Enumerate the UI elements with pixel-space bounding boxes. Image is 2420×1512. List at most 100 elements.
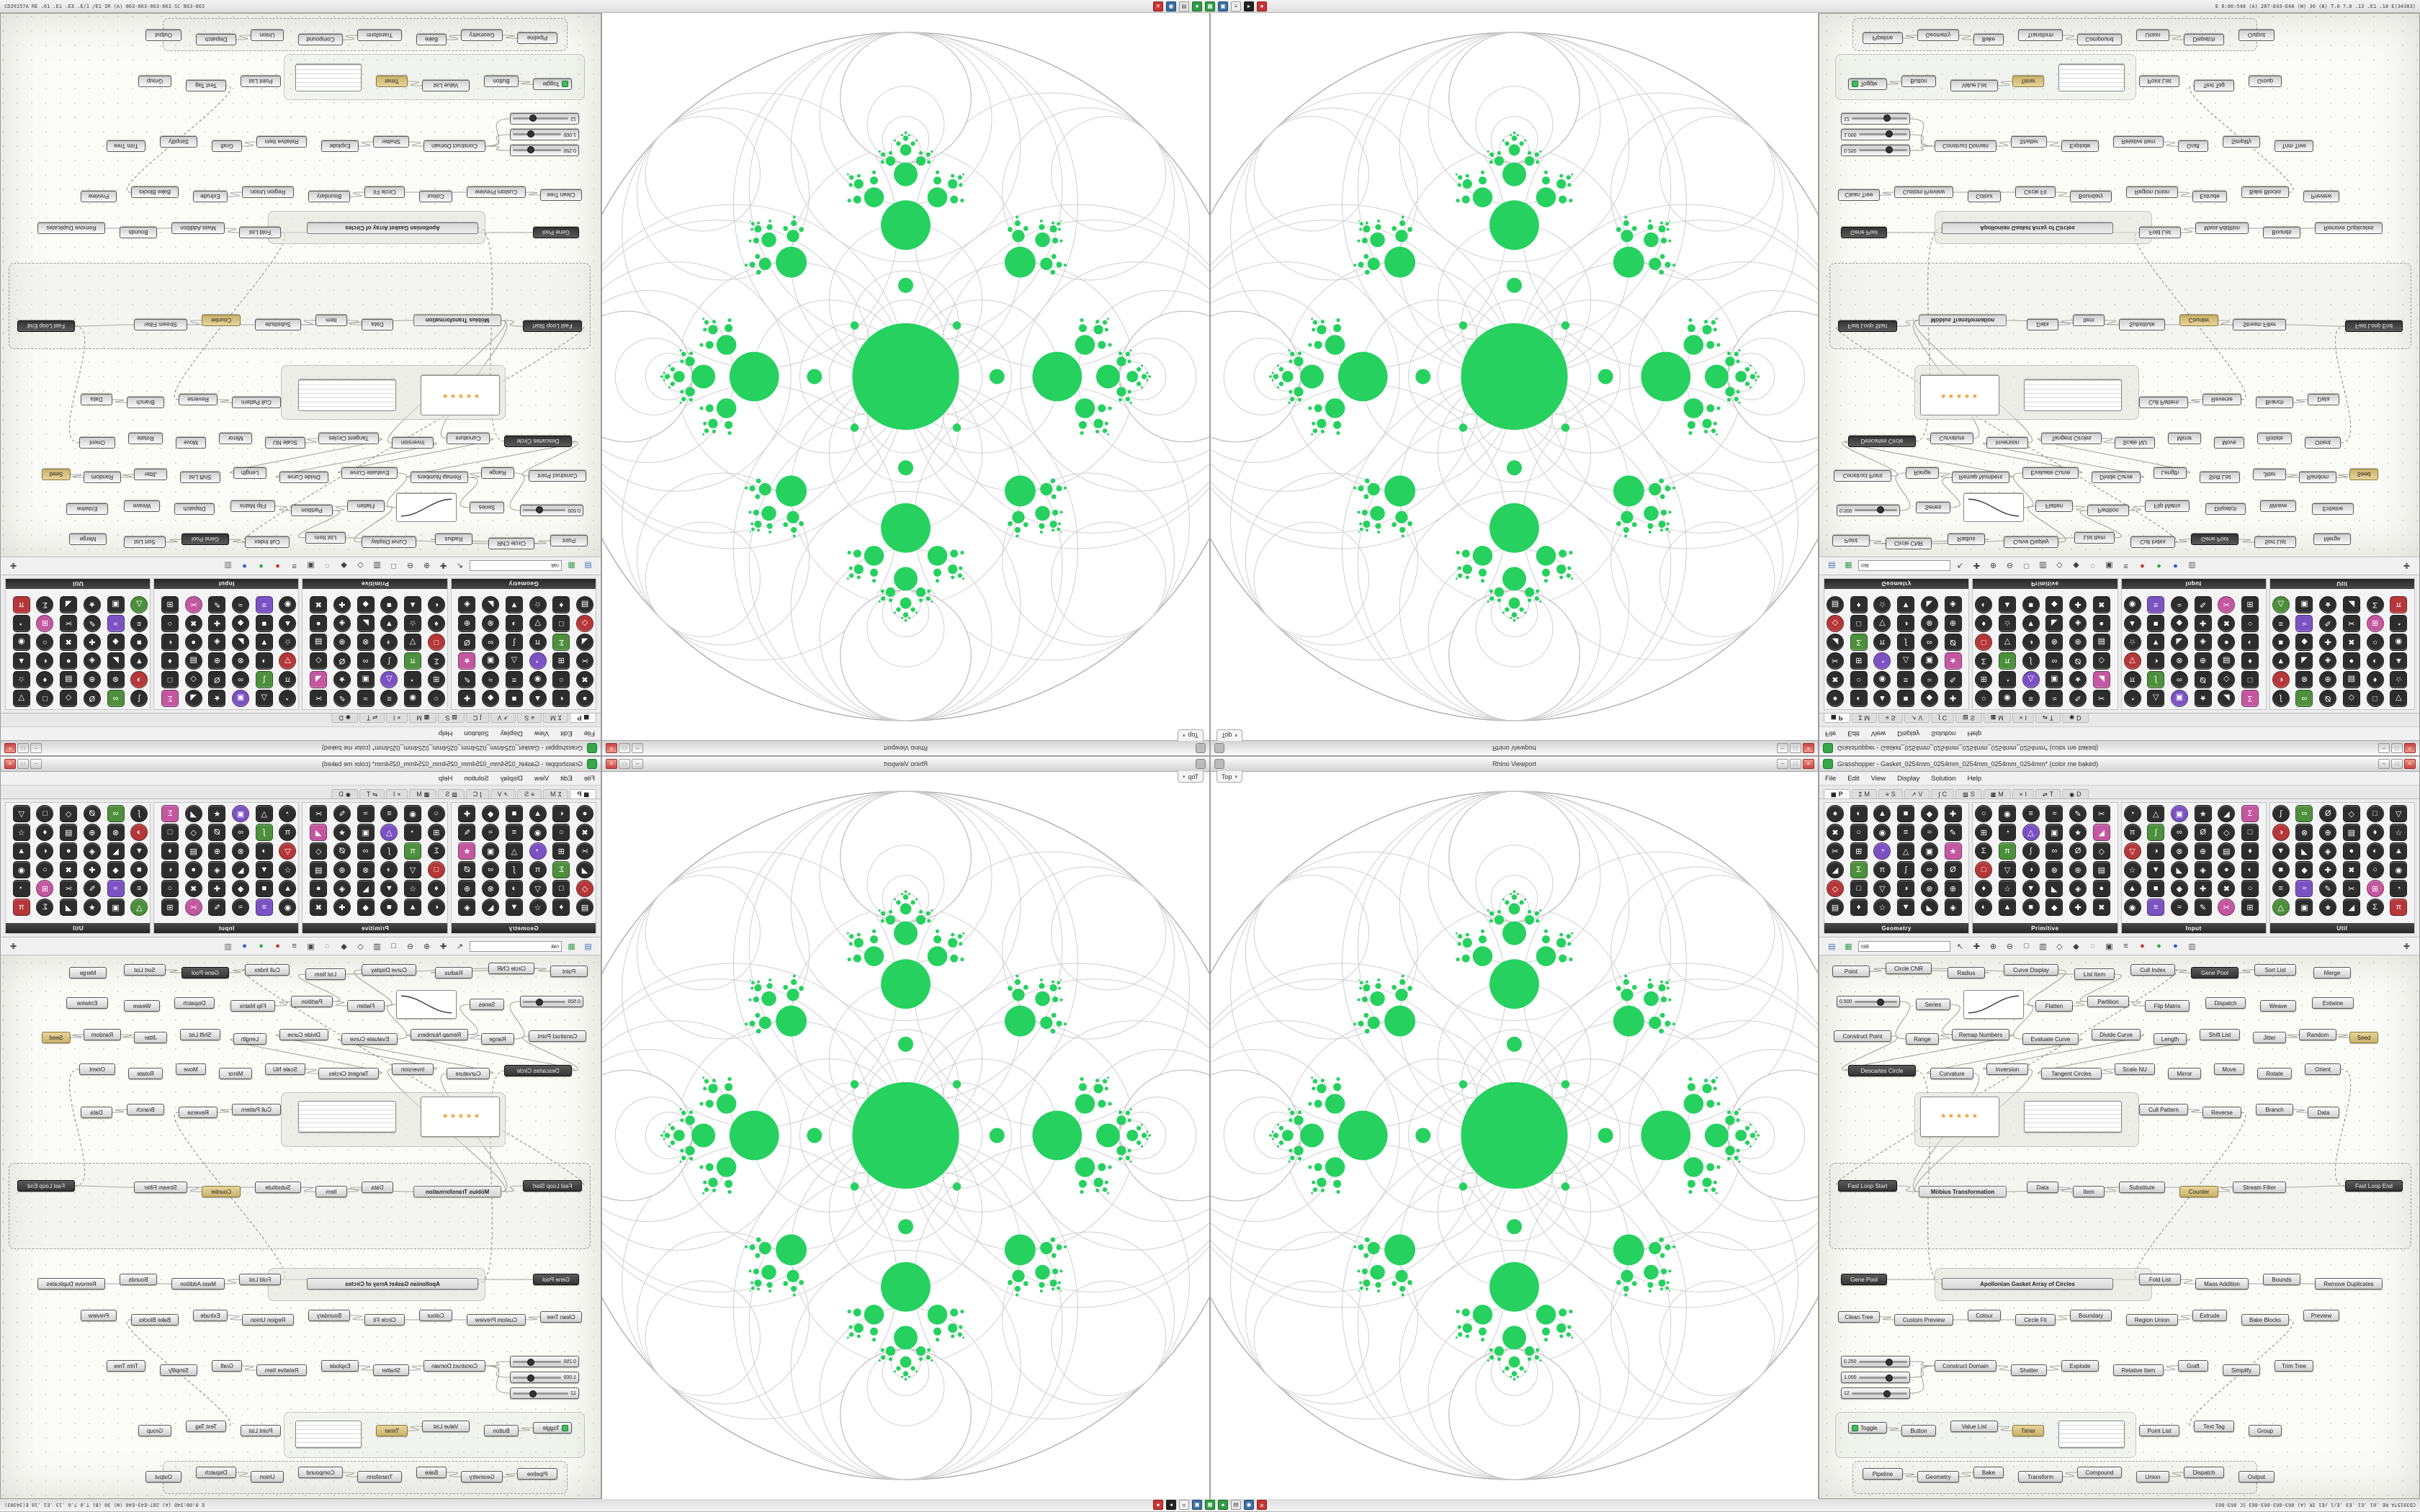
- component-icon[interactable]: ≡: [380, 690, 398, 707]
- named-views-icon[interactable]: ▥: [2039, 561, 2047, 570]
- gh-node-construct-point[interactable]: Construct Point: [529, 470, 586, 482]
- gh-node-evaluate-curve[interactable]: Evaluate Curve: [341, 1033, 398, 1045]
- gh-node-group[interactable]: Group: [2249, 1425, 2282, 1436]
- gh-node-descartes-circle[interactable]: Descartes Circle: [504, 436, 572, 447]
- component-icon[interactable]: ◣: [1920, 899, 1938, 916]
- gh-node-partition[interactable]: Partition: [291, 996, 333, 1007]
- component-icon[interactable]: π: [12, 899, 30, 916]
- panel-manager-icon[interactable]: ▣: [1218, 1, 1228, 12]
- component-icon[interactable]: ◈: [458, 899, 476, 916]
- component-icon[interactable]: ◈: [2319, 842, 2337, 860]
- close-button[interactable]: ×: [4, 743, 16, 753]
- gh-node-flatten[interactable]: Flatten: [347, 500, 385, 512]
- gh-node-dispatch[interactable]: Dispatch: [196, 34, 236, 45]
- gh-node-inversion[interactable]: Inversion: [1986, 437, 2028, 449]
- gh-node-gene-pool[interactable]: Gene Pool: [182, 534, 229, 545]
- component-icon[interactable]: ✖: [184, 880, 202, 897]
- component-icon[interactable]: ∞: [107, 690, 125, 707]
- component-icon[interactable]: ≈: [1920, 671, 1938, 688]
- gh-node-pipeline[interactable]: Pipeline: [1863, 32, 1903, 44]
- green-channel-icon[interactable]: ●: [259, 562, 264, 570]
- gh-node-explode[interactable]: Explode: [2061, 140, 2099, 152]
- component-icon[interactable]: π: [12, 596, 30, 613]
- terminal-icon[interactable]: ▸: [1166, 1500, 1176, 1511]
- component-icon[interactable]: ▣: [232, 805, 250, 822]
- component-icon[interactable]: ✂: [2092, 690, 2110, 707]
- menu-edit[interactable]: Edit: [560, 774, 573, 783]
- gh-node-trim-tree[interactable]: Trim Tree: [107, 140, 145, 152]
- component-icon[interactable]: ✂: [576, 842, 593, 860]
- named-views-icon[interactable]: ▥: [2039, 942, 2047, 951]
- component-icon[interactable]: ▽: [1998, 861, 2016, 878]
- component-icon[interactable]: ⊞: [2241, 596, 2259, 613]
- component-icon[interactable]: ◉: [1873, 824, 1891, 841]
- slider-knob[interactable]: [529, 1390, 537, 1398]
- component-icon[interactable]: ≈: [2295, 615, 2313, 632]
- gh-node-bounds[interactable]: Bounds: [120, 1274, 157, 1285]
- component-icon[interactable]: ▼: [380, 880, 398, 897]
- component-icon[interactable]: ✖: [60, 861, 78, 878]
- component-icon[interactable]: ★: [208, 805, 226, 822]
- component-icon[interactable]: ○: [427, 805, 445, 822]
- gh-node-sort-list[interactable]: Sort List: [2254, 964, 2296, 976]
- gh-node-text-tag[interactable]: Text Tag: [186, 80, 226, 91]
- component-icon[interactable]: ■: [130, 861, 148, 878]
- component-icon[interactable]: ≡: [505, 671, 523, 688]
- component-icon[interactable]: ●: [2218, 634, 2236, 651]
- component-icon[interactable]: △: [2272, 596, 2290, 613]
- component-icon[interactable]: ▤: [2342, 824, 2360, 841]
- gh-node-jitter[interactable]: Jitter: [2253, 1032, 2286, 1043]
- gh-node-flatten[interactable]: Flatten: [2035, 500, 2073, 512]
- component-icon[interactable]: ▣: [357, 671, 375, 688]
- group-icon[interactable]: ▣: [2105, 942, 2113, 951]
- gh-node-gene-pool[interactable]: Gene Pool: [1841, 227, 1887, 238]
- canvas-search-input[interactable]: [1858, 560, 1950, 572]
- component-icon[interactable]: ≡: [2147, 596, 2165, 613]
- tab-mesh[interactable]: ▩ M: [409, 789, 437, 798]
- component-icon[interactable]: □: [1850, 615, 1868, 632]
- component-icon[interactable]: ◢: [1827, 634, 1844, 651]
- component-icon[interactable]: △: [505, 842, 523, 860]
- gh-node-bake-blocks[interactable]: Bake Blocks: [2241, 186, 2289, 198]
- tab-params[interactable]: ▦ P: [570, 789, 596, 798]
- zoom-extents-icon[interactable]: □: [2024, 562, 2029, 570]
- component-icon[interactable]: ◣: [1920, 596, 1938, 613]
- component-icon[interactable]: ◣: [357, 615, 375, 632]
- blue-channel-icon[interactable]: ●: [2173, 942, 2178, 950]
- blue-channel-icon[interactable]: ●: [242, 562, 247, 570]
- component-icon[interactable]: ★: [2319, 899, 2337, 916]
- component-icon[interactable]: ▼: [2272, 842, 2290, 860]
- gh-node-circle-cnr[interactable]: Circle CNR: [488, 538, 534, 549]
- component-icon[interactable]: Σ: [161, 690, 179, 707]
- slider-knob[interactable]: [535, 998, 543, 1006]
- component-icon[interactable]: ▣: [482, 842, 500, 860]
- gh-node-region-union[interactable]: Region Union: [242, 1314, 294, 1326]
- component-icon[interactable]: ★: [458, 652, 476, 670]
- gh-node-merge[interactable]: Merge: [69, 534, 107, 545]
- open-definition-icon[interactable]: ▤: [584, 942, 592, 951]
- component-icon[interactable]: ○: [2366, 634, 2384, 651]
- component-icon[interactable]: ◉: [529, 824, 547, 841]
- component-icon[interactable]: ⊕: [83, 671, 101, 688]
- component-icon[interactable]: ✎: [83, 615, 101, 632]
- gh-node-fold-list[interactable]: Fold List: [2139, 227, 2181, 238]
- gh-node-value-list[interactable]: Value List: [422, 80, 470, 91]
- preview-shaded-icon[interactable]: ◆: [2073, 561, 2079, 570]
- gh-node-move[interactable]: Move: [176, 1063, 206, 1075]
- component-icon[interactable]: ▼: [2022, 615, 2040, 632]
- component-icon[interactable]: ◔: [12, 615, 30, 632]
- zoom-out-icon[interactable]: ⊖: [406, 942, 414, 951]
- component-icon[interactable]: ◢: [2092, 671, 2110, 688]
- component-icon[interactable]: π: [1998, 842, 2016, 860]
- component-icon[interactable]: ▤: [2218, 652, 2236, 670]
- slider-knob[interactable]: [529, 114, 537, 122]
- slider-knob[interactable]: [1885, 1374, 1893, 1382]
- close-button[interactable]: ×: [2404, 759, 2416, 769]
- gh-node-series[interactable]: Series: [1916, 999, 1950, 1010]
- component-icon[interactable]: ⊗: [482, 880, 500, 897]
- gh-node-compound[interactable]: Compound: [2077, 1467, 2122, 1478]
- component-icon[interactable]: Ø: [2069, 842, 2087, 860]
- component-icon[interactable]: ◑: [2272, 824, 2290, 841]
- component-icon[interactable]: ≈: [2045, 690, 2063, 707]
- component-icon[interactable]: ▲: [529, 690, 547, 707]
